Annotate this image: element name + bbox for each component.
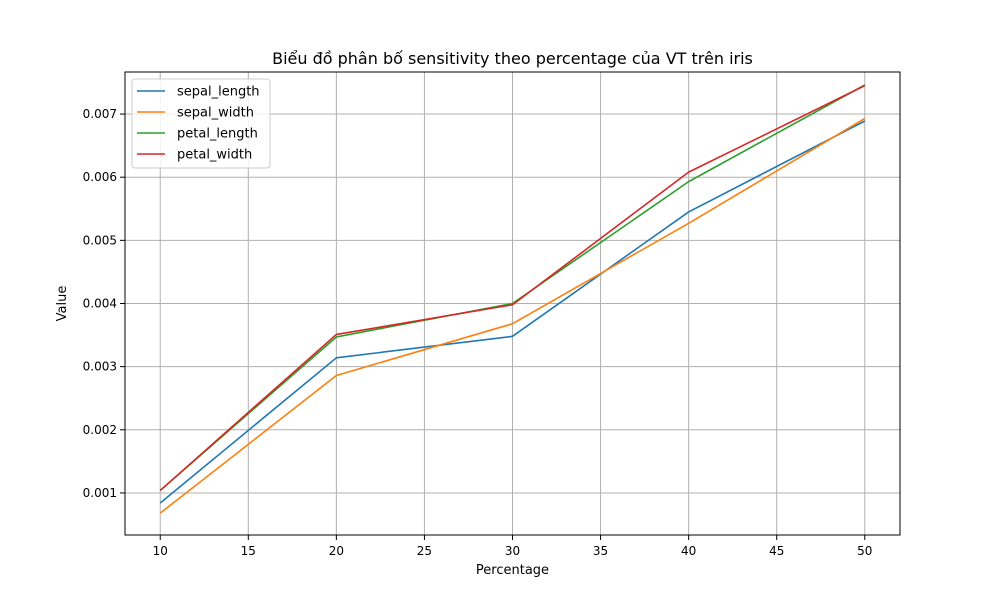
y-tick-label: 0.006 xyxy=(83,170,117,184)
x-tick-label: 20 xyxy=(329,544,344,558)
x-tick-label: 30 xyxy=(505,544,520,558)
x-tick-label: 10 xyxy=(153,544,168,558)
chart-title: Biểu đồ phân bố sensitivity theo percent… xyxy=(272,49,753,68)
x-tick-label: 45 xyxy=(769,544,784,558)
legend-label: sepal_width xyxy=(177,106,254,121)
y-tick-label: 0.002 xyxy=(83,423,117,437)
y-tick-label: 0.001 xyxy=(83,486,117,500)
legend: sepal_length sepal_width petal_lengthpetal… xyxy=(132,79,270,168)
legend-label: petal_length xyxy=(177,127,258,142)
y-axis-label: Value xyxy=(55,286,70,322)
legend-label: sepal_length xyxy=(177,85,260,100)
y-tick-label: 0.005 xyxy=(83,233,117,247)
x-tick-label: 50 xyxy=(857,544,872,558)
x-tick-label: 40 xyxy=(681,544,696,558)
y-tick-label: 0.007 xyxy=(83,107,117,121)
y-tick-label: 0.004 xyxy=(83,297,117,311)
x-tick-label: 15 xyxy=(241,544,256,558)
legend-label: petal_width xyxy=(177,148,252,163)
x-axis-label: Percentage xyxy=(476,563,549,578)
x-tick-label: 35 xyxy=(593,544,608,558)
x-tick-label: 25 xyxy=(417,544,432,558)
y-tick-label: 0.003 xyxy=(83,360,117,374)
